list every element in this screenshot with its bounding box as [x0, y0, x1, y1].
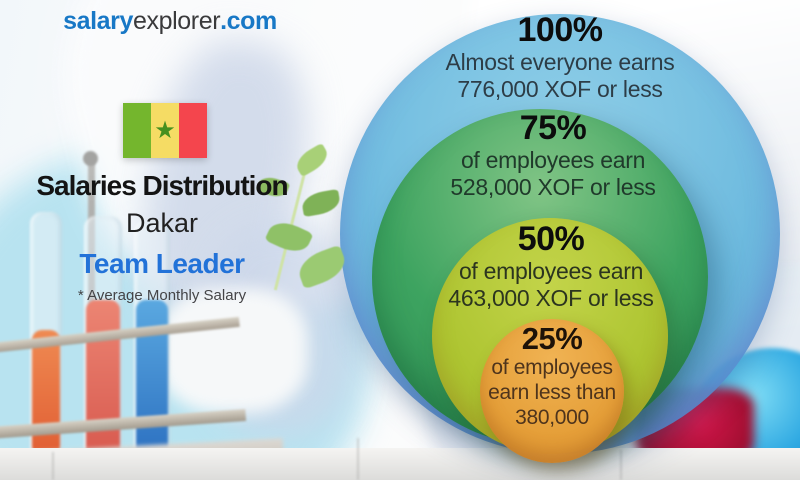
circle-25-percent: [480, 319, 624, 463]
logo-dotcom: .com: [220, 7, 277, 35]
percentile-value: 75%: [519, 109, 587, 147]
label-25-percent: 25% of employees earn less than 380,000: [452, 322, 652, 430]
city-name: Dakar: [125, 208, 199, 238]
logo-salary: salary: [63, 7, 133, 35]
percentile-text-line: 380,000: [515, 406, 589, 430]
percentile-value: 100%: [517, 11, 603, 49]
percentile-text-line: 463,000 XOF or less: [448, 284, 654, 311]
percentile-text-line: 528,000 XOF or less: [450, 173, 656, 200]
table-seam: [357, 438, 359, 480]
site-logo[interactable]: salaryexplorer.com: [0, 7, 340, 36]
label-75-percent: 75% of employees earn 528,000 XOF or les…: [383, 110, 723, 201]
stand-rod-knob: [83, 151, 98, 166]
table-seam: [52, 452, 54, 480]
lab-table: [0, 448, 800, 480]
percentile-text-line: earn less than: [488, 381, 616, 405]
flag-star-icon: ★: [154, 116, 176, 144]
percentile-text-line: of employees earn: [458, 257, 644, 284]
percentile-value: 25%: [521, 321, 583, 356]
crumpled-paper: [158, 288, 308, 413]
senegal-flag: ★: [123, 103, 207, 158]
orange-liquid: [32, 330, 60, 460]
table-seam: [620, 450, 622, 480]
percentile-text-line: of employees: [491, 356, 613, 380]
label-100-percent: 100% Almost everyone earns 776,000 XOF o…: [384, 12, 736, 103]
percentile-text-line: 776,000 XOF or less: [457, 75, 663, 102]
percentile-text-line: Almost everyone earns: [445, 48, 675, 75]
label-50-percent: 50% of employees earn 463,000 XOF or les…: [381, 221, 721, 312]
logo-explorer: explorer: [133, 7, 221, 35]
percentile-text-line: of employees earn: [460, 146, 646, 173]
footnote: * Average Monthly Salary: [77, 287, 247, 304]
percentile-value: 50%: [517, 220, 585, 258]
job-title: Team Leader: [79, 248, 245, 279]
page-title: Salaries Distribution: [36, 170, 288, 201]
